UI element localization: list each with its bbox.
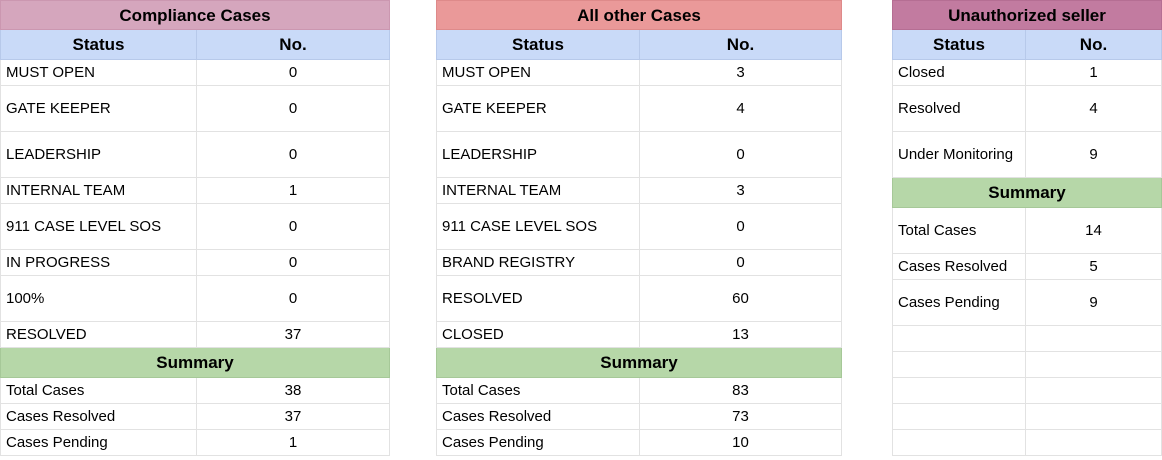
other-header-no[interactable]: No. [639,29,842,60]
compliance-summary-value[interactable]: 1 [196,429,390,456]
other-summary-value[interactable]: 10 [639,429,842,456]
compliance-header-status[interactable]: Status [0,29,197,60]
compliance-title[interactable]: Compliance Cases [0,0,390,30]
empty-cell[interactable] [1025,325,1162,352]
unauthorized-row-status[interactable]: Resolved [892,85,1026,132]
other-row-status[interactable]: RESOLVED [436,275,640,322]
compliance-row-no[interactable]: 0 [196,203,390,250]
unauthorized-row-no[interactable]: 1 [1025,59,1162,86]
unauthorized-summary-value[interactable]: 9 [1025,279,1162,326]
unauthorized-summary-label[interactable]: Cases Resolved [892,253,1026,280]
unauthorized-row-status[interactable]: Under Monitoring [892,131,1026,178]
compliance-summary-label[interactable]: Cases Pending [0,429,197,456]
empty-cell[interactable] [1025,377,1162,404]
compliance-summary-label[interactable]: Total Cases [0,377,197,404]
compliance-row-status[interactable]: GATE KEEPER [0,85,197,132]
compliance-summary-value[interactable]: 37 [196,403,390,430]
compliance-row-status[interactable]: LEADERSHIP [0,131,197,178]
unauthorized-summary-label[interactable]: Cases Pending [892,279,1026,326]
other-summary-value[interactable]: 73 [639,403,842,430]
other-summary-label[interactable]: Cases Pending [436,429,640,456]
compliance-summary-header[interactable]: Summary [0,347,390,378]
other-row-status[interactable]: 911 CASE LEVEL SOS [436,203,640,250]
unauthorized-summary-header[interactable]: Summary [892,177,1162,208]
empty-cell[interactable] [1025,429,1162,456]
all-other-cases-table: All other Cases Status No. MUST OPEN 3 GA… [436,0,842,456]
other-title[interactable]: All other Cases [436,0,842,30]
other-row-status[interactable]: LEADERSHIP [436,131,640,178]
other-row-status[interactable]: BRAND REGISTRY [436,249,640,276]
other-row-no[interactable]: 4 [639,85,842,132]
compliance-header-no[interactable]: No. [196,29,390,60]
other-summary-header[interactable]: Summary [436,347,842,378]
compliance-row-no[interactable]: 0 [196,59,390,86]
empty-cell[interactable] [892,429,1026,456]
other-summary-label[interactable]: Total Cases [436,377,640,404]
compliance-row-status[interactable]: RESOLVED [0,321,197,348]
unauthorized-header-status[interactable]: Status [892,29,1026,60]
other-summary-value[interactable]: 83 [639,377,842,404]
unauthorized-summary-value[interactable]: 5 [1025,253,1162,280]
other-row-status[interactable]: INTERNAL TEAM [436,177,640,204]
empty-cell[interactable] [1025,351,1162,378]
unauthorized-row-status[interactable]: Closed [892,59,1026,86]
compliance-row-no[interactable]: 0 [196,85,390,132]
compliance-row-status[interactable]: 100% [0,275,197,322]
unauthorized-title[interactable]: Unauthorized seller [892,0,1162,30]
empty-cell[interactable] [892,325,1026,352]
compliance-row-status[interactable]: MUST OPEN [0,59,197,86]
other-row-no[interactable]: 3 [639,59,842,86]
compliance-summary-label[interactable]: Cases Resolved [0,403,197,430]
compliance-row-status[interactable]: 911 CASE LEVEL SOS [0,203,197,250]
unauthorized-row-no[interactable]: 4 [1025,85,1162,132]
compliance-row-no[interactable]: 1 [196,177,390,204]
empty-cell[interactable] [892,377,1026,404]
compliance-row-status[interactable]: IN PROGRESS [0,249,197,276]
unauthorized-summary-value[interactable]: 14 [1025,207,1162,254]
other-row-no[interactable]: 13 [639,321,842,348]
other-row-no[interactable]: 0 [639,249,842,276]
compliance-cases-table: Compliance Cases Status No. MUST OPEN 0 G… [0,0,390,456]
empty-cell[interactable] [892,351,1026,378]
empty-cell[interactable] [892,403,1026,430]
other-row-status[interactable]: CLOSED [436,321,640,348]
compliance-summary-value[interactable]: 38 [196,377,390,404]
other-row-no[interactable]: 60 [639,275,842,322]
compliance-row-no[interactable]: 0 [196,275,390,322]
unauthorized-header-no[interactable]: No. [1025,29,1162,60]
compliance-row-no[interactable]: 37 [196,321,390,348]
other-row-status[interactable]: GATE KEEPER [436,85,640,132]
unauthorized-seller-table: Unauthorized seller Status No. Closed 1 R… [892,0,1162,456]
compliance-row-status[interactable]: INTERNAL TEAM [0,177,197,204]
other-row-no[interactable]: 0 [639,131,842,178]
empty-cell[interactable] [1025,403,1162,430]
other-header-status[interactable]: Status [436,29,640,60]
other-row-no[interactable]: 3 [639,177,842,204]
compliance-row-no[interactable]: 0 [196,249,390,276]
compliance-row-no[interactable]: 0 [196,131,390,178]
unauthorized-row-no[interactable]: 9 [1025,131,1162,178]
unauthorized-summary-label[interactable]: Total Cases [892,207,1026,254]
other-summary-label[interactable]: Cases Resolved [436,403,640,430]
other-row-no[interactable]: 0 [639,203,842,250]
other-row-status[interactable]: MUST OPEN [436,59,640,86]
